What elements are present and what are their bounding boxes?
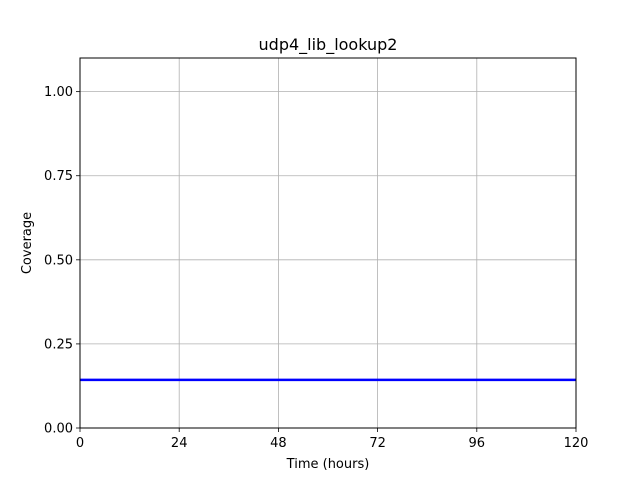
x-tick-label: 72 — [369, 436, 386, 451]
x-tick-label: 96 — [469, 436, 486, 451]
plot-frame — [79, 57, 577, 429]
x-axis-ticks: 0 24 48 72 96 120 — [76, 428, 589, 451]
y-tick-label: 0.25 — [44, 337, 73, 352]
y-axis-ticks: 0.00 0.25 0.50 0.75 1.00 — [44, 85, 80, 437]
y-tick-label: 0.75 — [44, 169, 73, 184]
chart-title: udp4_lib_lookup2 — [259, 35, 398, 55]
y-axis-label: Coverage — [20, 212, 35, 274]
x-tick-label: 120 — [564, 436, 589, 451]
y-tick-label: 1.00 — [44, 85, 73, 100]
y-tick-label: 0.00 — [44, 422, 73, 437]
x-tick-label: 48 — [270, 436, 287, 451]
x-axis-label: Time (hours) — [286, 457, 370, 472]
x-tick-label: 24 — [171, 436, 188, 451]
y-tick-label: 0.50 — [44, 253, 73, 268]
x-tick-label: 0 — [76, 436, 84, 451]
